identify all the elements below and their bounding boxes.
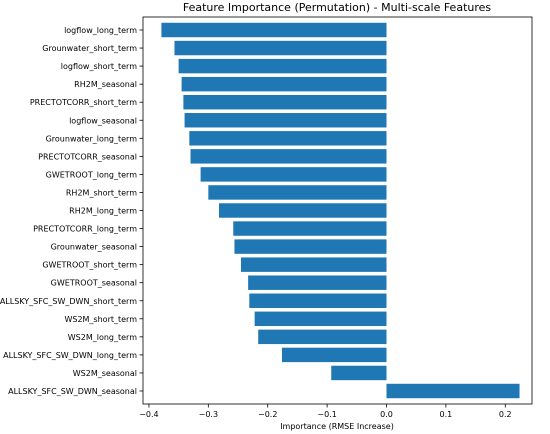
y-tick-label: PRECTOTCORR_short_term [30,98,137,107]
y-tick-label: RH2M_short_term [66,188,137,197]
bar-PRECTOTCORR_long_term [233,221,387,236]
x-tick-label: −0.4 [139,410,158,419]
y-tick-label: ALLSKY_SFC_SW_DWN_short_term [0,297,137,306]
y-tick-label: logflow_short_term [61,62,137,71]
bar-Grounwater_seasonal [234,239,387,254]
y-tick-label: GWETROOT_seasonal [51,279,137,288]
x-axis-label: Importance (RMSE Increase) [280,422,394,431]
y-tick-label: WS2M_long_term [68,333,137,342]
bar-PRECTOTCORR_seasonal [190,149,387,164]
y-tick-label: ALLSKY_SFC_SW_DWN_seasonal [8,387,137,396]
bar-GWETROOT_seasonal [248,275,387,290]
bar-logflow_long_term [161,22,387,38]
bar-WS2M_seasonal [331,365,387,381]
x-tick-label: −0.3 [199,410,218,419]
y-tick-label: Grounwater_short_term [42,44,137,53]
bar-logflow_short_term [178,58,387,74]
x-tick-label: 0.2 [499,410,512,419]
x-tick-label: 0.1 [440,410,453,419]
bar-ALLSKY_SFC_SW_DWN_seasonal [386,383,520,399]
y-tick-label: WS2M_seasonal [73,369,137,378]
bar-GWETROOT_short_term [240,257,387,272]
bar-RH2M_short_term [208,185,387,200]
bar-RH2M_long_term [219,203,387,218]
x-tick-label: −0.1 [317,410,336,419]
bar-ALLSKY_SFC_SW_DWN_long_term [281,347,387,363]
bar-PRECTOTCORR_short_term [183,94,387,110]
x-tick-label: 0.0 [380,410,393,419]
y-tick-label: RH2M_long_term [69,207,137,216]
y-tick-label: logflow_long_term [64,26,137,35]
bar-logflow_seasonal [184,113,387,128]
chart-title: Feature Importance (Permutation) - Multi… [183,1,492,14]
bar-RH2M_seasonal [181,76,387,92]
y-tick-label: WS2M_short_term [64,315,137,324]
bar-Grounwater_long_term [189,131,387,146]
bar-ALLSKY_SFC_SW_DWN_short_term [249,293,387,308]
y-tick-label: PRECTOTCORR_long_term [33,225,137,234]
bar-Grounwater_short_term [174,40,387,56]
plot-frame [142,16,533,405]
y-tick-label: logflow_seasonal [69,116,137,125]
y-tick-label: GWETROOT_short_term [42,261,137,270]
bar-WS2M_long_term [258,329,387,345]
y-tick-label: Grounwater_long_term [46,134,138,143]
y-tick-label: RH2M_seasonal [74,80,137,89]
y-tick-label: Grounwater_seasonal [51,243,137,252]
bar-GWETROOT_long_term [200,167,387,182]
plot-area: logflow_long_term Grounwater_short_termlo… [0,22,520,419]
y-tick-label: GWETROOT_long_term [46,170,138,179]
y-tick-label: PRECTOTCORR_seasonal [38,152,137,161]
x-tick-label: −0.2 [258,410,277,419]
y-tick-label: ALLSKY_SFC_SW_DWN_long_term [3,351,137,360]
bar-WS2M_short_term [254,311,387,327]
